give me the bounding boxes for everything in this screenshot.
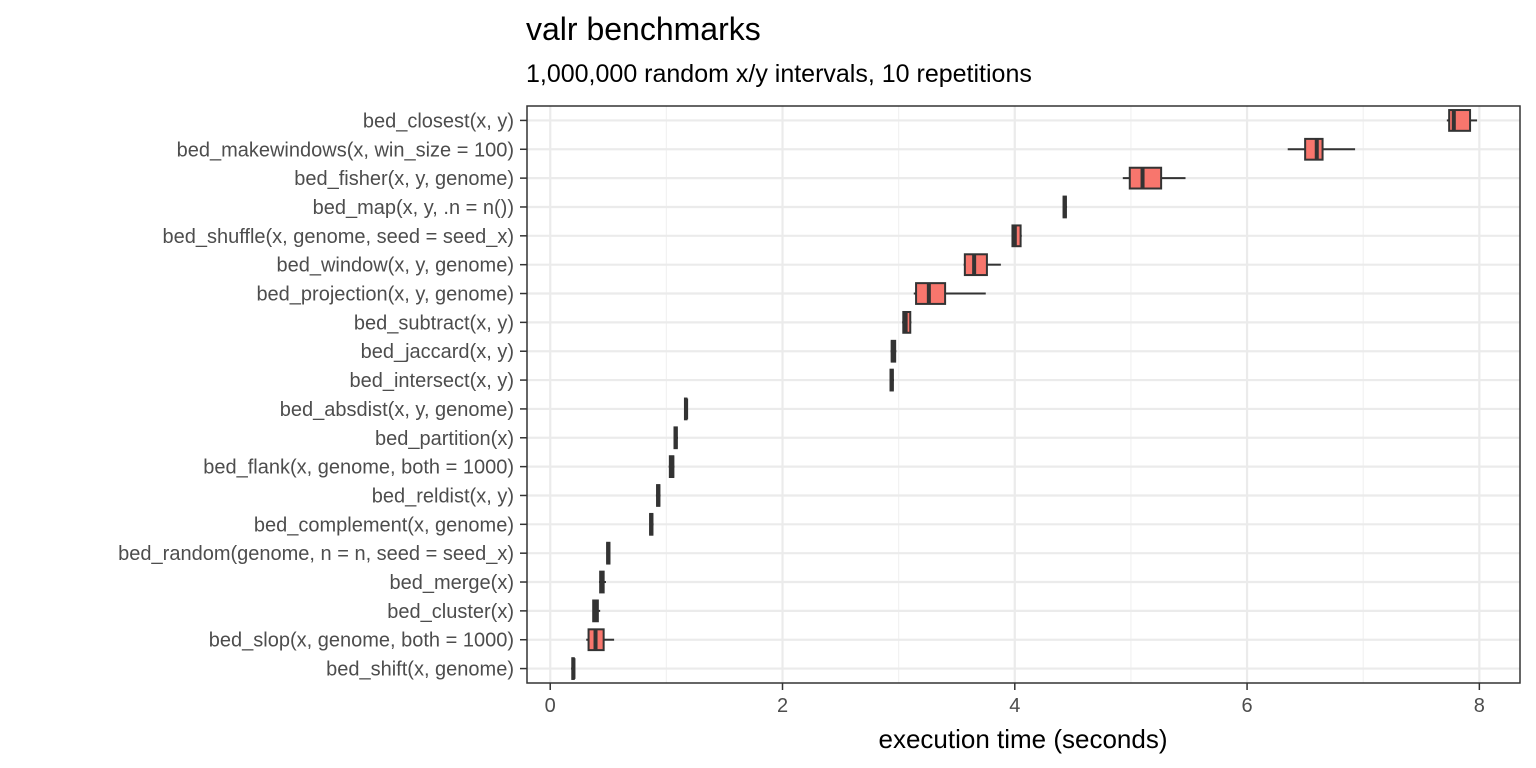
major-gridlines <box>527 106 1520 683</box>
chart-subtitle: 1,000,000 random x/y intervals, 10 repet… <box>526 60 1032 88</box>
y-category-label: bed_makewindows(x, win_size = 100) <box>177 139 514 161</box>
box-item <box>668 455 675 479</box>
box-item <box>606 541 611 565</box>
x-tick-label: 0 <box>545 695 556 717</box>
box-item <box>963 253 1001 277</box>
y-category-label: bed_absdist(x, y, genome) <box>280 399 514 421</box>
box-item <box>1446 109 1478 132</box>
x-axis: 0 2 4 6 8 <box>545 683 1485 717</box>
x-tick-label: 8 <box>1474 695 1485 717</box>
box-item <box>913 282 986 305</box>
box-item <box>571 657 576 680</box>
box-item <box>890 339 897 363</box>
x-axis-title: execution time (seconds) <box>878 724 1167 754</box>
plot-panel-border <box>526 105 1521 684</box>
y-category-label: bed_closest(x, y) <box>363 110 514 132</box>
box-item <box>1062 195 1068 219</box>
y-category-label: bed_flank(x, genome, both = 1000) <box>203 457 514 479</box>
y-category-label: bed_cluster(x) <box>387 601 514 623</box>
box-item <box>902 310 912 334</box>
y-category-label: bed_window(x, y, genome) <box>276 255 514 277</box>
y-category-label: bed_shuffle(x, genome, seed = seed_x) <box>162 226 514 248</box>
box-iqr <box>1304 137 1324 161</box>
y-category-label: bed_fisher(x, y, genome) <box>294 168 514 190</box>
y-category-label: bed_partition(x) <box>375 428 514 450</box>
y-category-label: bed_slop(x, genome, both = 1000) <box>209 630 514 652</box>
box-item <box>649 512 654 536</box>
box-item <box>1287 137 1356 161</box>
x-tick-label: 6 <box>1242 695 1253 717</box>
y-category-label: bed_reldist(x, y) <box>372 485 514 507</box>
y-category-label: bed_random(genome, n = n, seed = seed_x) <box>118 543 514 565</box>
box-item <box>673 426 678 450</box>
box-item <box>592 599 601 623</box>
box-item <box>586 628 615 652</box>
x-tick-label: 4 <box>1009 695 1020 717</box>
y-category-label: bed_projection(x, y, genome) <box>256 284 514 306</box>
y-category-label: bed_shift(x, genome) <box>326 659 514 681</box>
box-item <box>599 570 606 594</box>
box-item <box>1122 166 1186 190</box>
minor-gridlines <box>665 106 1364 683</box>
y-category-label: bed_jaccard(x, y) <box>361 341 514 363</box>
box-item <box>683 397 689 421</box>
y-category-label: bed_complement(x, genome) <box>254 514 514 536</box>
y-category-label: bed_intersect(x, y) <box>349 370 514 392</box>
box-item <box>655 484 661 507</box>
y-category-label: bed_merge(x) <box>389 572 514 594</box>
box-item <box>889 368 895 392</box>
y-category-label: bed_subtract(x, y) <box>354 312 514 334</box>
x-tick-label: 2 <box>777 695 788 717</box>
plot-panel-background <box>527 106 1520 683</box>
y-category-label: bed_map(x, y, .n = n()) <box>313 197 514 219</box>
box-iqr <box>1128 166 1163 190</box>
box-item <box>1011 224 1022 248</box>
box-series <box>571 109 1478 680</box>
y-axis: bed_closest(x, y) bed_makewindows(x, win_… <box>118 110 527 681</box>
chart-title: valr benchmarks <box>526 11 761 47</box>
